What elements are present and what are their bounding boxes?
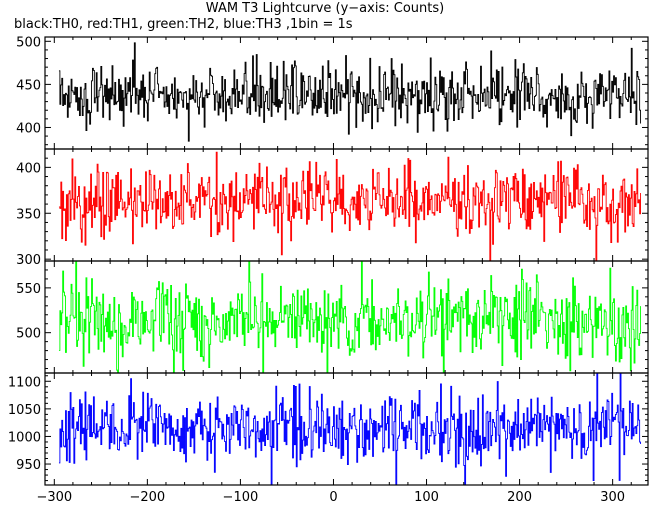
y-tick-label: 500: [16, 327, 41, 342]
x-tick-label: 200: [507, 490, 532, 505]
x-tick-label: 300: [600, 490, 625, 505]
y-tick-label: 450: [16, 78, 41, 93]
y-tick-label: 1100: [8, 375, 41, 390]
chart-title: WAM T3 Lightcurve (y−axis: Counts): [205, 1, 445, 16]
y-tick-label: 1050: [8, 403, 41, 418]
x-tick-label: −100: [223, 490, 259, 505]
panel-th0: 400 450 500: [16, 35, 649, 150]
x-axis: −300 −200 −100 0 100 200 300: [36, 490, 625, 505]
y-tick-label: 950: [16, 458, 41, 473]
y-tick-label: 350: [16, 207, 41, 222]
y-tick-label: 300: [16, 253, 41, 268]
y-tick-label: 1000: [8, 430, 41, 445]
panel-frame: [44, 372, 649, 486]
x-tick-label: 0: [329, 490, 337, 505]
chart-subtitle: black:TH0, red:TH1, green:TH2, blue:TH3 …: [14, 17, 353, 32]
panel-th1: 300 350 400: [16, 148, 649, 268]
panel-th3: 950 1000 1050 1100: [8, 372, 649, 486]
series-line-th3: [58, 373, 642, 485]
y-tick-label: 400: [16, 121, 41, 136]
series-line-th0: [58, 42, 642, 142]
panel-th2: 500 550: [16, 260, 649, 374]
x-tick-label: −300: [36, 490, 72, 505]
series-line-th1: [58, 151, 642, 261]
panels: 400 450 500 300 350 400 500 550 950 1000 1050 1100: [8, 35, 649, 486]
y-tick-label: 400: [16, 161, 41, 176]
x-tick-label: −200: [130, 490, 166, 505]
y-tick-label: 550: [16, 282, 41, 297]
series-line-th2: [58, 261, 642, 373]
x-tick-label: 100: [414, 490, 439, 505]
y-tick-label: 500: [16, 35, 41, 50]
